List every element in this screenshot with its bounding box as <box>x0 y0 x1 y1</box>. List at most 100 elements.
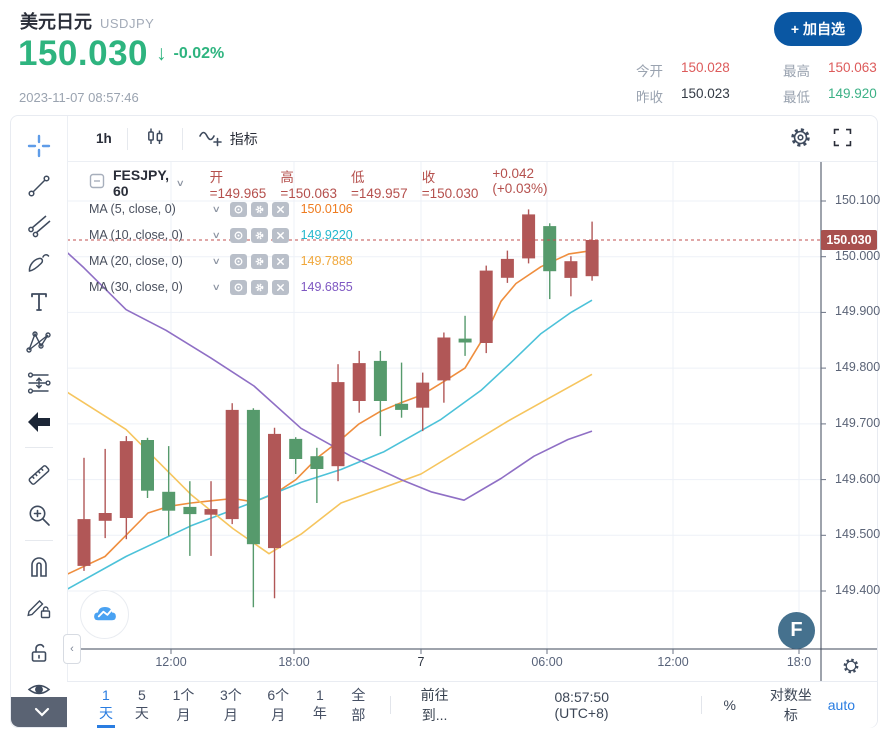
stat-item: 今开 150.028 <box>636 60 730 80</box>
ma-label: MA (10, close, 0) <box>89 228 183 242</box>
add-watchlist-button[interactable]: + 加自选 <box>773 12 862 46</box>
toolbar-divider <box>25 540 53 541</box>
arrow-marker-tool-button[interactable] <box>26 409 52 435</box>
visibility-icon[interactable] <box>229 201 247 217</box>
range-button-2[interactable]: 5天 <box>133 683 151 727</box>
visibility-icon[interactable] <box>229 279 247 295</box>
provider-logo: F <box>778 612 815 649</box>
toolbar-collapse-button[interactable] <box>11 697 73 727</box>
ma-actions <box>229 227 289 243</box>
ma-value: 149.9220 <box>300 228 353 242</box>
range-button-7[interactable]: 全部 <box>347 681 370 729</box>
legend-ohlc: 开=149.965 高=150.063 低=149.957 收=150.030 … <box>210 166 548 201</box>
toolbar-divider <box>25 447 53 448</box>
symbol-code: USDJPY <box>100 16 155 31</box>
candlestick-chart[interactable] <box>11 116 877 726</box>
indicator-wave-icon <box>198 125 224 152</box>
down-arrow-icon: ↓ <box>156 42 167 65</box>
range-button-3[interactable]: 1个月 <box>169 681 198 729</box>
chart-style-button[interactable] <box>134 120 176 157</box>
remove-icon[interactable] <box>271 227 289 243</box>
stat-label: 最高 <box>783 64 810 79</box>
crosshair-tool-button[interactable] <box>26 133 52 159</box>
legend-open: 开=149.965 <box>209 169 267 201</box>
ma-legend-row: MA (10, close, 0) ∨ 149.9220 <box>89 222 353 248</box>
candles-layer <box>77 209 599 608</box>
fullscreen-button[interactable] <box>822 121 863 157</box>
stat-item: 最高 150.063 <box>783 60 877 80</box>
stat-item: 昨收 150.023 <box>636 86 730 106</box>
drawing-toolbar <box>11 116 73 727</box>
chevron-down-icon[interactable]: ∨ <box>211 255 221 266</box>
ma-label: MA (5, close, 0) <box>89 202 176 216</box>
interval-button[interactable]: 1h <box>87 126 121 151</box>
stat-value: 150.063 <box>828 60 877 75</box>
auto-scale-button[interactable]: auto <box>822 696 861 714</box>
ma-label: MA (20, close, 0) <box>89 254 183 268</box>
ma-line-MA10 <box>66 299 593 590</box>
sidebar-collapse-tab[interactable]: ‹ <box>63 634 81 664</box>
range-button-6[interactable]: 1年 <box>311 683 329 727</box>
legend-change: +0.042 (+0.03%) <box>492 165 548 196</box>
ma-value: 149.6855 <box>300 280 353 294</box>
legend-high: 高=150.063 <box>280 169 337 201</box>
range-bar: 1天 5天 1个月 3个月 6个月 1年 全部 前往到... 08:57:50 (UTC+8… <box>67 681 877 728</box>
ma-lines-layer <box>66 249 593 590</box>
chart-settings-button[interactable] <box>779 120 822 158</box>
legend-close: 收=150.030 <box>421 169 479 201</box>
settings-icon[interactable] <box>250 279 268 295</box>
visibility-icon[interactable] <box>229 253 247 269</box>
ma-legend-row: MA (5, close, 0) ∨ 150.0106 <box>89 196 353 222</box>
ma-legend-row: MA (20, close, 0) ∨ 149.7888 <box>89 248 353 274</box>
trendline-tool-button[interactable] <box>26 173 52 199</box>
stat-item: 最低 149.920 <box>783 86 877 106</box>
zoom-in-tool-button[interactable] <box>26 502 52 528</box>
chevron-down-icon[interactable]: ∨ <box>211 229 221 240</box>
legend-low: 低=149.957 <box>351 169 408 201</box>
goto-date-button[interactable]: 前往到... <box>405 684 465 726</box>
page-title: 美元日元 <box>20 12 92 32</box>
magnet-tool-button[interactable] <box>26 553 52 579</box>
range-button-4[interactable]: 3个月 <box>216 681 245 729</box>
candlestick-style-icon <box>143 125 167 152</box>
pitchfork-tool-button[interactable] <box>26 212 52 238</box>
chevron-down-icon[interactable]: ∨ <box>211 281 221 292</box>
price-row: 150.030 ↓ -0.02% <box>18 34 224 74</box>
forecast-tool-button[interactable] <box>26 370 52 396</box>
brush-tool-button[interactable] <box>26 250 52 276</box>
visibility-icon[interactable] <box>229 227 247 243</box>
ma-legend-row: MA (30, close, 0) ∨ 149.6855 <box>89 274 353 300</box>
lock-tool-button[interactable] <box>26 640 52 666</box>
log-scale-button[interactable]: 对数坐标 <box>760 684 822 726</box>
axis-settings-gear-icon[interactable] <box>841 656 861 679</box>
change-percent: -0.02% <box>173 45 225 62</box>
indicators-label: 指标 <box>229 130 258 147</box>
range-button-1[interactable]: 1天 <box>97 683 115 728</box>
remove-icon[interactable] <box>271 253 289 269</box>
settings-icon[interactable] <box>250 253 268 269</box>
remove-icon[interactable] <box>271 201 289 217</box>
chevron-down-icon[interactable]: ∨ <box>175 177 185 188</box>
last-price: 150.030 <box>18 34 149 73</box>
ma-value: 149.7888 <box>300 254 353 268</box>
text-tool-button[interactable] <box>26 289 52 315</box>
chevron-down-icon[interactable]: ∨ <box>211 203 221 214</box>
interval-label: 1h <box>96 131 112 146</box>
drawing-lock-tool-button[interactable] <box>26 594 52 620</box>
legend-symbol[interactable]: FESJPY, 60 <box>113 167 170 199</box>
collapse-legend-icon[interactable] <box>89 173 105 194</box>
ma-actions <box>229 201 289 217</box>
measure-tool-button[interactable] <box>26 462 52 488</box>
clock-label[interactable]: 08:57:50 (UTC+8) <box>554 689 609 721</box>
pattern-tool-button[interactable] <box>26 329 52 355</box>
percent-scale-button[interactable]: % <box>717 696 741 714</box>
remove-icon[interactable] <box>271 279 289 295</box>
settings-icon[interactable] <box>250 201 268 217</box>
ma-label: MA (30, close, 0) <box>89 280 183 294</box>
stat-value: 149.920 <box>828 86 877 101</box>
visibility-tool-button[interactable] <box>26 676 52 702</box>
quote-header: 美元日元 USDJPY 150.030 ↓ -0.02% 2023-11-07 … <box>0 0 888 115</box>
indicators-button[interactable]: 指标 <box>189 120 267 157</box>
settings-icon[interactable] <box>250 227 268 243</box>
range-button-5[interactable]: 6个月 <box>264 681 293 729</box>
